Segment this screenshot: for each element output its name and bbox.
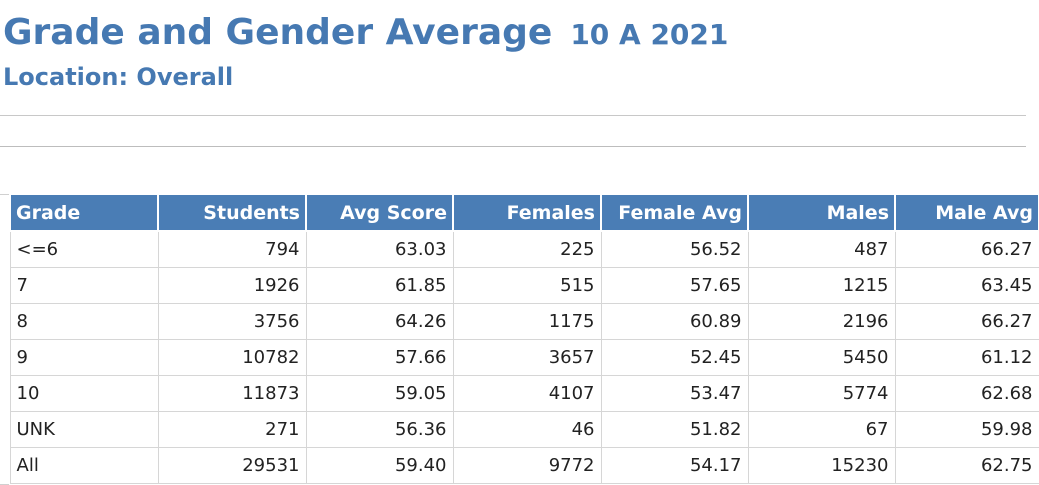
female-avg-cell: 60.89 [600, 303, 749, 340]
male-avg-cell: 62.75 [894, 447, 1039, 484]
grade-gender-table: Grade Students Avg Score Females Female … [9, 193, 1039, 484]
table-row: <=6 794 63.03 225 56.52 487 66.27 [9, 230, 1039, 268]
males-cell: 1215 [747, 267, 896, 304]
female-avg-cell: 54.17 [600, 447, 749, 484]
female-avg-cell: 51.82 [600, 411, 749, 448]
column-header[interactable]: Females [452, 193, 602, 232]
males-cell: 487 [747, 230, 896, 268]
females-cell: 515 [452, 267, 602, 304]
females-cell: 3657 [452, 339, 602, 376]
females-cell: 9772 [452, 447, 602, 484]
females-cell: 225 [452, 230, 602, 268]
students-cell: 10782 [157, 339, 307, 376]
report-title: Grade and Gender Average 10 A 2021 [3, 9, 728, 59]
report-subtitle: 10 A 2021 [570, 18, 729, 51]
divider-top [0, 115, 1026, 116]
avg-score-cell: 63.03 [305, 230, 454, 268]
table-left-margin [0, 194, 9, 485]
divider-bottom [0, 146, 1026, 147]
female-avg-cell: 56.52 [600, 230, 749, 268]
students-cell: 794 [157, 230, 307, 268]
avg-score-cell: 59.40 [305, 447, 454, 484]
male-avg-cell: 59.98 [894, 411, 1039, 448]
female-avg-cell: 52.45 [600, 339, 749, 376]
avg-score-cell: 64.26 [305, 303, 454, 340]
column-header[interactable]: Female Avg [600, 193, 749, 232]
grade-cell: 9 [9, 339, 159, 376]
avg-score-cell: 61.85 [305, 267, 454, 304]
grade-cell: 10 [9, 375, 159, 412]
grade-cell: 7 [9, 267, 159, 304]
table-row-total: All 29531 59.40 9772 54.17 15230 62.75 [9, 447, 1039, 484]
male-avg-cell: 66.27 [894, 303, 1039, 340]
table-row: 7 1926 61.85 515 57.65 1215 63.45 [9, 267, 1039, 304]
females-cell: 46 [452, 411, 602, 448]
male-avg-cell: 62.68 [894, 375, 1039, 412]
grade-cell: 8 [9, 303, 159, 340]
grade-cell: UNK [9, 411, 159, 448]
males-cell: 67 [747, 411, 896, 448]
report-title-text: Grade and Gender Average [3, 12, 553, 53]
females-cell: 1175 [452, 303, 602, 340]
table-row: UNK 271 56.36 46 51.82 67 59.98 [9, 411, 1039, 448]
students-cell: 271 [157, 411, 307, 448]
grade-cell: <=6 [9, 230, 159, 268]
column-header[interactable]: Students [157, 193, 307, 232]
column-header[interactable]: Avg Score [305, 193, 454, 232]
males-cell: 5450 [747, 339, 896, 376]
grade-cell: All [9, 447, 159, 484]
males-cell: 15230 [747, 447, 896, 484]
students-cell: 1926 [157, 267, 307, 304]
female-avg-cell: 53.47 [600, 375, 749, 412]
students-cell: 29531 [157, 447, 307, 484]
students-cell: 11873 [157, 375, 307, 412]
male-avg-cell: 61.12 [894, 339, 1039, 376]
males-cell: 2196 [747, 303, 896, 340]
table-header-row: Grade Students Avg Score Females Female … [9, 193, 1039, 232]
females-cell: 4107 [452, 375, 602, 412]
avg-score-cell: 59.05 [305, 375, 454, 412]
table-row: 9 10782 57.66 3657 52.45 5450 61.12 [9, 339, 1039, 376]
students-cell: 3756 [157, 303, 307, 340]
table-row: 8 3756 64.26 1175 60.89 2196 66.27 [9, 303, 1039, 340]
table-row: 10 11873 59.05 4107 53.47 5774 62.68 [9, 375, 1039, 412]
avg-score-cell: 57.66 [305, 339, 454, 376]
males-cell: 5774 [747, 375, 896, 412]
male-avg-cell: 63.45 [894, 267, 1039, 304]
column-header[interactable]: Male Avg [894, 193, 1039, 232]
avg-score-cell: 56.36 [305, 411, 454, 448]
male-avg-cell: 66.27 [894, 230, 1039, 268]
location-label: Location: Overall [3, 63, 234, 91]
column-header[interactable]: Grade [9, 193, 159, 232]
column-header[interactable]: Males [747, 193, 896, 232]
female-avg-cell: 57.65 [600, 267, 749, 304]
